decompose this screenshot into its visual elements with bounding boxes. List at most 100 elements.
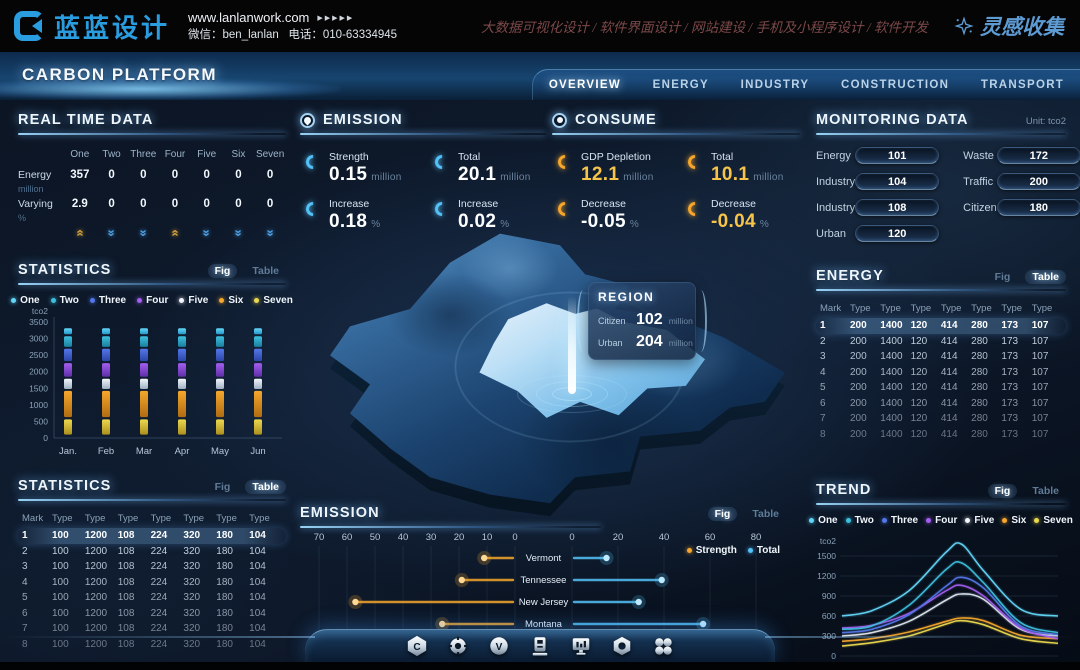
realtime-value: 0 bbox=[171, 198, 179, 210]
statistics-table-panel: STATISTICS Fig Table Mark Type Type Type Type… bbox=[18, 478, 286, 652]
toggle-fig[interactable]: Fig bbox=[207, 264, 238, 278]
tab-transport[interactable]: TRANSPORT bbox=[980, 79, 1065, 91]
table-row[interactable]: 6 200 1400 120 414 280 173 107 bbox=[820, 397, 1049, 409]
apps-grid-icon[interactable] bbox=[652, 635, 674, 657]
table-row[interactable]: 5 100 1200 108 224 320 180 104 bbox=[22, 592, 266, 604]
panel-title: MONITORING DATA bbox=[816, 112, 969, 128]
metric: Increase 0.02% bbox=[432, 198, 546, 233]
table-row[interactable]: 8 100 1200 108 224 320 180 104 bbox=[22, 638, 266, 650]
toggle-table[interactable]: Table bbox=[245, 480, 286, 494]
table-row[interactable]: 2 100 1200 108 224 320 180 104 bbox=[22, 545, 266, 557]
table-row[interactable]: 8 200 1400 120 414 280 173 107 bbox=[820, 428, 1049, 440]
monitoring-panel: MONITORING DATA Unit: tco2 Energy 101 In… bbox=[816, 112, 1080, 251]
svg-text:60: 60 bbox=[705, 532, 716, 543]
table-row[interactable]: 3 200 1400 120 414 280 173 107 bbox=[820, 351, 1049, 363]
legend-item[interactable]: One bbox=[11, 295, 40, 306]
legend-item[interactable]: Three bbox=[89, 295, 126, 306]
title-underline bbox=[300, 133, 546, 135]
consume-panel: CONSUME GDP Depletion 12.1 million Total … bbox=[552, 112, 800, 233]
svg-text:60: 60 bbox=[342, 532, 353, 543]
toggle-fig[interactable]: Fig bbox=[987, 484, 1018, 498]
monitoring-row: Waste 172 bbox=[963, 147, 1080, 164]
nut-icon[interactable] bbox=[611, 635, 633, 657]
nav-glow-decoration bbox=[0, 78, 340, 100]
table-row[interactable]: 4 100 1200 108 224 320 180 104 bbox=[22, 576, 266, 588]
column-header: Four bbox=[164, 149, 186, 160]
valve-icon[interactable]: V bbox=[488, 635, 510, 657]
trend-toggle: Fig Table bbox=[987, 484, 1066, 498]
metric: Decrease -0.04% bbox=[685, 198, 800, 233]
realtime-grid: One Two Three Four Five Six Seven Energy million… bbox=[18, 145, 286, 242]
toggle-table[interactable]: Table bbox=[252, 265, 279, 277]
legend-item[interactable]: Six bbox=[219, 295, 243, 306]
svg-text:Jun: Jun bbox=[250, 446, 265, 457]
legend-item[interactable]: Three bbox=[881, 515, 918, 526]
trend-arrow-down-icon: » bbox=[263, 229, 279, 237]
inspiration-collect[interactable]: 灵感收集 bbox=[954, 11, 1064, 41]
svg-text:3500: 3500 bbox=[29, 317, 48, 327]
tooltip-label: Citizen bbox=[598, 316, 626, 326]
value-pill: 108 bbox=[855, 199, 940, 216]
toggle-table[interactable]: Table bbox=[1032, 485, 1059, 497]
realtime-value: 0 bbox=[171, 169, 179, 181]
monitor-chart-icon[interactable] bbox=[570, 635, 592, 657]
map[interactable]: REGION Citizen 102 million Urban 204 mil… bbox=[300, 222, 800, 517]
table-row[interactable]: 7 100 1200 108 224 320 180 104 bbox=[22, 623, 266, 635]
legend-item[interactable]: Two bbox=[845, 515, 874, 526]
tab-industry[interactable]: INDUSTRY bbox=[740, 79, 810, 91]
table-row[interactable]: 2 200 1400 120 414 280 173 107 bbox=[820, 335, 1049, 347]
realtime-value: 0 bbox=[140, 198, 147, 210]
title-underline bbox=[18, 499, 286, 501]
toggle-fig[interactable]: Fig bbox=[994, 271, 1011, 283]
column-header: Two bbox=[102, 149, 121, 160]
legend-item[interactable]: Five bbox=[179, 295, 208, 306]
legend-item[interactable]: Seven bbox=[254, 295, 293, 306]
legend-item[interactable]: Seven bbox=[1034, 515, 1073, 526]
title-underline bbox=[18, 283, 286, 285]
toggle-table[interactable]: Table bbox=[1025, 270, 1066, 284]
table-row[interactable]: 4 200 1400 120 414 280 173 107 bbox=[820, 366, 1049, 378]
table-row[interactable]: 7 200 1400 120 414 280 173 107 bbox=[820, 413, 1049, 425]
tab-overview[interactable]: OVERVIEW bbox=[548, 79, 621, 91]
energy-table: Mark Type Type Type Type Type Type Type 1 200 1400… bbox=[816, 299, 1066, 442]
toggle-table[interactable]: Table bbox=[752, 508, 779, 520]
svg-text:Vermont: Vermont bbox=[526, 553, 562, 564]
legend-item[interactable]: Four bbox=[926, 515, 957, 526]
tab-construction[interactable]: CONSTRUCTION bbox=[841, 79, 950, 91]
gear-icon[interactable] bbox=[447, 635, 469, 657]
energy-panel: ENERGY Fig Table Mark Type Type Type Type Type… bbox=[816, 268, 1066, 442]
legend-item[interactable]: Four bbox=[137, 295, 168, 306]
legend-item[interactable]: Six bbox=[1002, 515, 1026, 526]
toggle-fig[interactable]: Fig bbox=[214, 481, 231, 493]
monitoring-row: Industry 108 bbox=[816, 199, 940, 216]
svg-text:2500: 2500 bbox=[29, 350, 48, 360]
website-url[interactable]: www.lanlanwork.com bbox=[188, 9, 310, 25]
panel-title: REAL TIME DATA bbox=[18, 112, 154, 128]
table-row[interactable]: 6 100 1200 108 224 320 180 104 bbox=[22, 607, 266, 619]
brand-bar: 蓝蓝设计 www.lanlanwork.com ▶▶▶▶▶ 微信：ben_lanl… bbox=[0, 0, 1080, 52]
legend-item[interactable]: Total bbox=[747, 545, 780, 556]
table-row[interactable]: 1 100 1200 108 224 320 180 104 bbox=[18, 528, 286, 544]
legend-item[interactable]: Five bbox=[965, 515, 994, 526]
legend-item[interactable]: One bbox=[809, 515, 838, 526]
table-row[interactable]: 3 100 1200 108 224 320 180 104 bbox=[22, 561, 266, 573]
svg-text:New Jersey: New Jersey bbox=[519, 597, 569, 608]
toggle-fig[interactable]: Fig bbox=[707, 507, 738, 521]
legend-item[interactable]: Two bbox=[50, 295, 79, 306]
statistics-fig-panel: STATISTICS Fig Table One Two Three Four Five S… bbox=[11, 262, 293, 463]
table-row[interactable]: 5 200 1400 120 414 280 173 107 bbox=[820, 382, 1049, 394]
svg-text:Feb: Feb bbox=[98, 446, 114, 457]
home-hex-icon[interactable]: C bbox=[406, 635, 428, 657]
tooltip-value: 102 bbox=[636, 311, 663, 328]
legend-item[interactable]: Strength bbox=[686, 545, 737, 556]
lanlan-logo-icon[interactable] bbox=[14, 11, 44, 41]
wechat-label: 微信：ben_lanlan bbox=[188, 28, 279, 41]
table-row[interactable]: 1 200 1400 120 414 280 173 107 bbox=[816, 318, 1066, 334]
services-text: 大数据可视化设计 / 软件界面设计 / 网站建设 / 手机及小程序设计 / 软件… bbox=[480, 20, 928, 35]
charging-station-icon[interactable] bbox=[529, 635, 551, 657]
realtime-value: 2.9 bbox=[71, 198, 88, 210]
trend-arrow-down-icon: » bbox=[231, 229, 247, 237]
tab-energy[interactable]: ENERGY bbox=[652, 79, 709, 91]
